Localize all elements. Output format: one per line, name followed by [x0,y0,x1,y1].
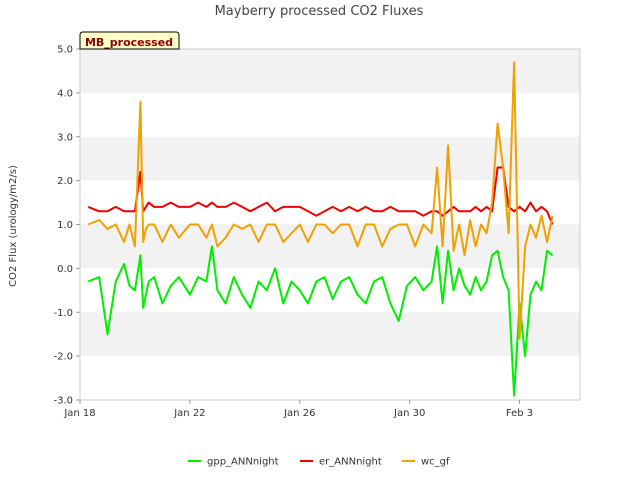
series-line-wc-gf [87,61,554,340]
background-band [80,92,580,137]
y-tick-label: -3.0 [53,396,73,407]
legend-item-gpp-annnight: gpp_ANNnight [188,457,279,468]
tag-label: MB_processed [85,36,173,49]
legend-label: gpp_ANNnight [207,457,279,468]
y-tick-label: 5.0 [57,45,73,56]
legend-label: wc_gf [421,457,450,468]
x-tick-label: Jan 26 [283,408,315,419]
x-axis-ticks: Jan 18 Jan 22 Jan 26 Jan 30 Feb 3 [63,400,533,419]
x-tick-label: Feb 3 [506,408,533,419]
background-band [80,312,580,357]
legend-item-er-annnight: er_ANNnight [300,457,382,468]
y-tick-label: 4.0 [57,88,73,99]
y-tick-label: 0.0 [57,264,73,275]
x-tick-label: Jan 30 [393,408,425,419]
y-axis-label: CO2 Flux (urology/m2/s) [8,165,19,287]
y-tick-label: 1.0 [57,220,73,231]
y-tick-label: -1.0 [53,308,73,319]
y-tick-label: 3.0 [57,132,73,143]
y-tick-label: -2.0 [53,352,73,363]
y-axis-ticks: 5.0 4.0 3.0 2.0 1.0 0.0 -1.0 -2.0 -3.0 [53,45,80,407]
chart-title: Mayberry processed CO2 Fluxes [215,4,424,19]
legend-item-wc-gf: wc_gf [402,457,450,468]
tag-box [79,31,180,50]
background-band [80,180,580,225]
legend: gpp_ANNnight er_ANNnight wc_gf [188,457,450,468]
series-lines [87,61,554,397]
x-tick-label: Jan 22 [173,408,205,419]
y-tick-label: 2.0 [57,176,73,187]
x-tick-label: Jan 18 [63,408,95,419]
legend-label: er_ANNnight [319,457,382,468]
background-band [80,49,580,93]
series-line-gpp-annnight [87,245,554,397]
plot-background-bands [80,49,580,400]
background-band [80,356,580,400]
mb-processed-tag: MB_processed [79,31,180,50]
